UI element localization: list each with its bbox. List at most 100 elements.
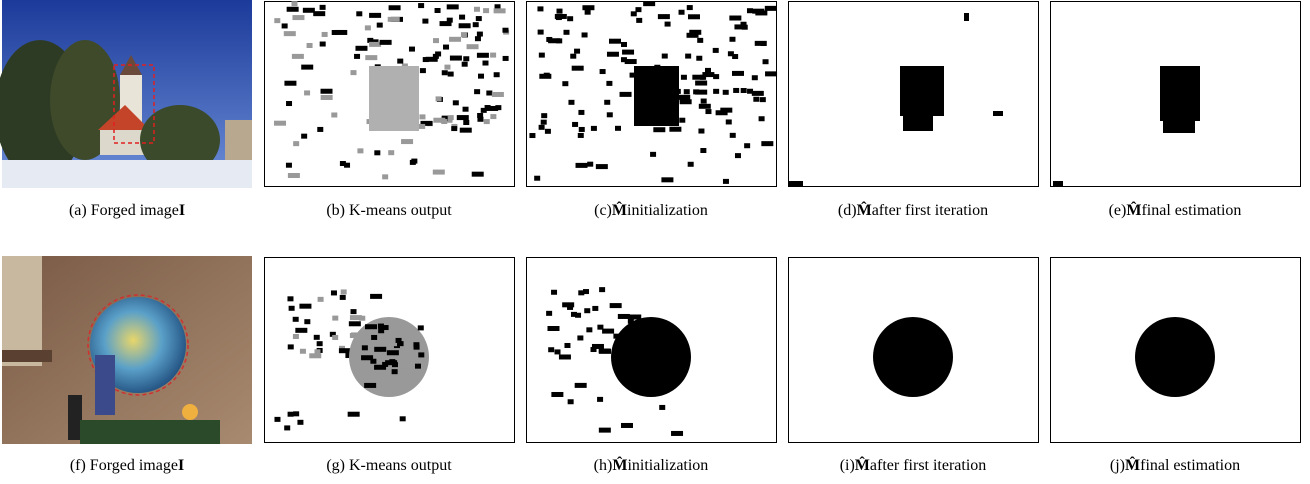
mask-pixel xyxy=(558,354,571,360)
caption-symbol: M̂ xyxy=(612,457,628,474)
mask-pixel xyxy=(584,308,591,314)
mask-region xyxy=(903,116,933,131)
mask-pixel xyxy=(348,321,361,327)
mask-pixel xyxy=(293,411,300,417)
mask-pixel xyxy=(491,91,504,97)
mask-pixel xyxy=(476,52,489,58)
mask-pixel xyxy=(443,44,450,50)
mask-pixel xyxy=(494,4,501,10)
mask-pixel xyxy=(575,162,588,168)
mask-pixel xyxy=(617,313,630,319)
mask-pixel xyxy=(539,73,552,79)
mask-pixel xyxy=(301,133,308,139)
mask-pixel xyxy=(761,141,774,147)
mask-pixel xyxy=(474,36,481,42)
mask-pixel xyxy=(371,334,378,340)
mask-pixel xyxy=(567,304,574,310)
mask-pixel xyxy=(476,31,483,37)
mask-pixel xyxy=(321,31,328,37)
mask-pixel xyxy=(964,13,969,21)
mask-pixel xyxy=(339,294,346,300)
mask-pixel xyxy=(574,48,581,54)
mask-pixel xyxy=(597,396,604,402)
mask-pixel xyxy=(700,148,707,154)
mask-pixel xyxy=(661,177,674,183)
mask-pixel xyxy=(419,114,426,120)
mask-pixel xyxy=(657,14,670,20)
mask-pixel xyxy=(729,36,736,42)
mask-pixel xyxy=(636,17,643,23)
mask-pixel xyxy=(493,8,506,14)
mask-pixel xyxy=(369,41,382,47)
mask-pixel xyxy=(459,14,466,20)
mask-pixel xyxy=(320,88,333,94)
mask-pixel xyxy=(751,75,758,81)
mask-pixel xyxy=(692,74,705,80)
mask-pixel xyxy=(281,23,288,29)
mask-pixel xyxy=(570,311,577,317)
caption-text: (h) xyxy=(593,457,613,474)
mask-pixel xyxy=(370,358,377,364)
mask-pixel xyxy=(350,309,357,315)
mask-pixel xyxy=(548,38,561,44)
mask-pixel xyxy=(653,127,666,133)
mask-pixel xyxy=(760,41,767,47)
mask-pixel xyxy=(287,296,294,302)
mask-pixel xyxy=(274,416,281,422)
mask-pixel xyxy=(486,105,499,111)
mask-pixel xyxy=(313,334,320,340)
mask-pixel xyxy=(482,60,489,66)
mask-pixel xyxy=(695,89,708,95)
mask-pixel xyxy=(587,161,594,167)
mask-pixel xyxy=(383,346,396,352)
mask-pixel xyxy=(547,325,560,331)
mask-pixel xyxy=(758,116,765,122)
mask-pixel xyxy=(529,133,536,139)
mask-pixel xyxy=(669,126,682,132)
mask-pixel xyxy=(319,41,326,47)
mask-pixel xyxy=(740,21,747,27)
mask-pixel xyxy=(744,143,751,149)
mask-pixel xyxy=(578,126,585,132)
mask-region xyxy=(1135,317,1215,397)
mask-pixel xyxy=(693,89,700,95)
mask-pixel xyxy=(747,88,754,94)
caption: (f) Forged imageI xyxy=(0,457,258,475)
mask-pixel xyxy=(484,105,491,111)
mask-pixel xyxy=(418,3,425,9)
caption-text: after first iteration xyxy=(869,457,987,474)
mask-pixel xyxy=(345,353,352,359)
mask-pixel xyxy=(661,53,668,59)
mask-pixel xyxy=(697,37,704,43)
mask-pixel xyxy=(391,369,398,375)
mask-pixel xyxy=(414,363,421,369)
mask-pixel xyxy=(475,16,482,22)
mask-region xyxy=(611,317,691,397)
mask-pixel xyxy=(502,27,509,33)
mask-pixel xyxy=(472,22,479,28)
mask-pixel xyxy=(418,352,425,358)
mask-pixel xyxy=(314,349,321,355)
mask-pixel xyxy=(713,88,720,94)
mask-region xyxy=(900,66,944,116)
mask-pixel xyxy=(425,56,438,62)
mask-pixel xyxy=(459,127,472,133)
mask-pixel xyxy=(434,8,441,14)
caption-symbol: M̂ xyxy=(611,202,627,219)
mask-pixel xyxy=(288,305,295,311)
mask-pixel xyxy=(570,53,577,59)
mask-pixel xyxy=(339,161,346,167)
mask-pixel xyxy=(400,363,413,369)
mask-pixel xyxy=(463,120,470,126)
mask-pixel xyxy=(554,13,567,19)
mask-pixel xyxy=(297,419,304,425)
mask-pixel xyxy=(597,324,604,330)
mask-pixel xyxy=(329,331,336,337)
mask-pixel xyxy=(715,110,728,116)
mask-pixel xyxy=(578,290,585,296)
mask-pixel xyxy=(355,45,368,51)
mask-pixel xyxy=(435,51,442,57)
mask-pixel xyxy=(671,430,684,436)
mask-pixel xyxy=(687,14,700,20)
